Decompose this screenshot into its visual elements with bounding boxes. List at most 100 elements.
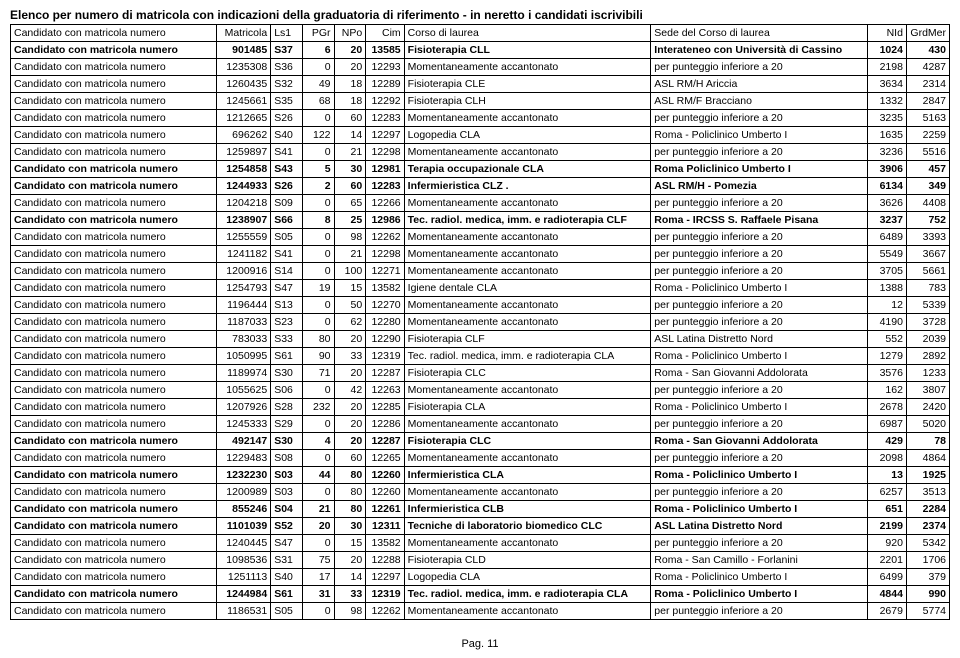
table-cell: 1245661 <box>216 93 270 110</box>
table-cell: Candidato con matricola numero <box>11 603 217 620</box>
table-cell: 12271 <box>366 263 404 280</box>
table-cell: S05 <box>271 229 303 246</box>
table-cell: Roma - Policlinico Umberto I <box>651 569 868 586</box>
table-cell: 18 <box>334 76 366 93</box>
table-cell: S14 <box>271 263 303 280</box>
table-cell: 901485 <box>216 42 270 59</box>
table-cell: 20 <box>334 399 366 416</box>
table-cell: 1388 <box>868 280 906 297</box>
table-cell: Infermieristica CLZ . <box>404 178 651 195</box>
table-cell: S41 <box>271 246 303 263</box>
table-cell: 3906 <box>868 161 906 178</box>
table-cell: 60 <box>334 450 366 467</box>
table-cell: S04 <box>271 501 303 518</box>
table-cell: 14 <box>334 127 366 144</box>
table-cell: 1279 <box>868 348 906 365</box>
table-cell: 2678 <box>868 399 906 416</box>
table-cell: 25 <box>334 212 366 229</box>
table-cell: S32 <box>271 76 303 93</box>
column-header: NId <box>868 25 906 42</box>
table-cell: Roma - San Giovanni Addolorata <box>651 433 868 450</box>
table-cell: Roma - Policlinico Umberto I <box>651 348 868 365</box>
table-cell: 60 <box>334 178 366 195</box>
table-cell: 80 <box>334 484 366 501</box>
table-cell: Momentaneamente accantonato <box>404 59 651 76</box>
table-cell: 1098536 <box>216 552 270 569</box>
table-cell: 1245333 <box>216 416 270 433</box>
table-cell: 15 <box>334 535 366 552</box>
column-header: Cim <box>366 25 404 42</box>
table-cell: 2039 <box>906 331 949 348</box>
table-cell: Fisioterapia CLF <box>404 331 651 348</box>
table-row: Candidato con matricola numero1200916S14… <box>11 263 950 280</box>
table-cell: 12293 <box>366 59 404 76</box>
table-cell: Logopedia CLA <box>404 569 651 586</box>
table-cell: Roma - Policlinico Umberto I <box>651 501 868 518</box>
table-cell: 783 <box>906 280 949 297</box>
table-cell: S30 <box>271 433 303 450</box>
table-cell: Momentaneamente accantonato <box>404 110 651 127</box>
table-cell: 13585 <box>366 42 404 59</box>
table-cell: 1244933 <box>216 178 270 195</box>
table-cell: 12260 <box>366 484 404 501</box>
table-cell: 2259 <box>906 127 949 144</box>
table-cell: 12263 <box>366 382 404 399</box>
table-cell: 1244984 <box>216 586 270 603</box>
table-cell: per punteggio inferiore a 20 <box>651 263 868 280</box>
table-row: Candidato con matricola numero1055625S06… <box>11 382 950 399</box>
table-cell: 98 <box>334 603 366 620</box>
table-cell: ASL RM/F Bracciano <box>651 93 868 110</box>
table-cell: Roma Policlinico Umberto I <box>651 161 868 178</box>
table-cell: Candidato con matricola numero <box>11 42 217 59</box>
table-cell: 1635 <box>868 127 906 144</box>
table-cell: Roma - Policlinico Umberto I <box>651 399 868 416</box>
table-cell: 12981 <box>366 161 404 178</box>
table-cell: Candidato con matricola numero <box>11 229 217 246</box>
table-cell: Candidato con matricola numero <box>11 348 217 365</box>
column-header: Matricola <box>216 25 270 42</box>
table-cell: Momentaneamente accantonato <box>404 144 651 161</box>
table-cell: 12297 <box>366 127 404 144</box>
table-cell: 349 <box>906 178 949 195</box>
table-cell: Candidato con matricola numero <box>11 280 217 297</box>
table-row: Candidato con matricola numero1207926S28… <box>11 399 950 416</box>
table-cell: 1207926 <box>216 399 270 416</box>
table-cell: 20 <box>302 518 334 535</box>
table-cell: Candidato con matricola numero <box>11 110 217 127</box>
table-cell: 5342 <box>906 535 949 552</box>
table-cell: 1255559 <box>216 229 270 246</box>
table-cell: 0 <box>302 450 334 467</box>
table-cell: 0 <box>302 603 334 620</box>
table-row: Candidato con matricola numero1255559S05… <box>11 229 950 246</box>
table-cell: 2892 <box>906 348 949 365</box>
table-cell: per punteggio inferiore a 20 <box>651 144 868 161</box>
table-cell: 3235 <box>868 110 906 127</box>
table-row: Candidato con matricola numero1232230S03… <box>11 467 950 484</box>
table-cell: 1050995 <box>216 348 270 365</box>
table-cell: 783033 <box>216 331 270 348</box>
column-header: GrdMer <box>906 25 949 42</box>
table-cell: Momentaneamente accantonato <box>404 450 651 467</box>
table-cell: 3634 <box>868 76 906 93</box>
table-cell: 30 <box>334 161 366 178</box>
table-cell: 20 <box>334 552 366 569</box>
table-cell: 5774 <box>906 603 949 620</box>
column-header: NPo <box>334 25 366 42</box>
table-cell: 1212665 <box>216 110 270 127</box>
table-cell: 1251113 <box>216 569 270 586</box>
table-row: Candidato con matricola numero1200989S03… <box>11 484 950 501</box>
table-row: Candidato con matricola numero855246S042… <box>11 501 950 518</box>
table-cell: 0 <box>302 144 334 161</box>
table-cell: Candidato con matricola numero <box>11 484 217 501</box>
table-cell: 12266 <box>366 195 404 212</box>
table-cell: 12 <box>868 297 906 314</box>
table-cell: 12286 <box>366 416 404 433</box>
table-cell: 3626 <box>868 195 906 212</box>
table-cell: Roma - Policlinico Umberto I <box>651 586 868 603</box>
table-cell: 379 <box>906 569 949 586</box>
table-cell: per punteggio inferiore a 20 <box>651 484 868 501</box>
table-cell: Candidato con matricola numero <box>11 586 217 603</box>
table-cell: 12285 <box>366 399 404 416</box>
table-cell: 1024 <box>868 42 906 59</box>
table-cell: Fisioterapia CLL <box>404 42 651 59</box>
